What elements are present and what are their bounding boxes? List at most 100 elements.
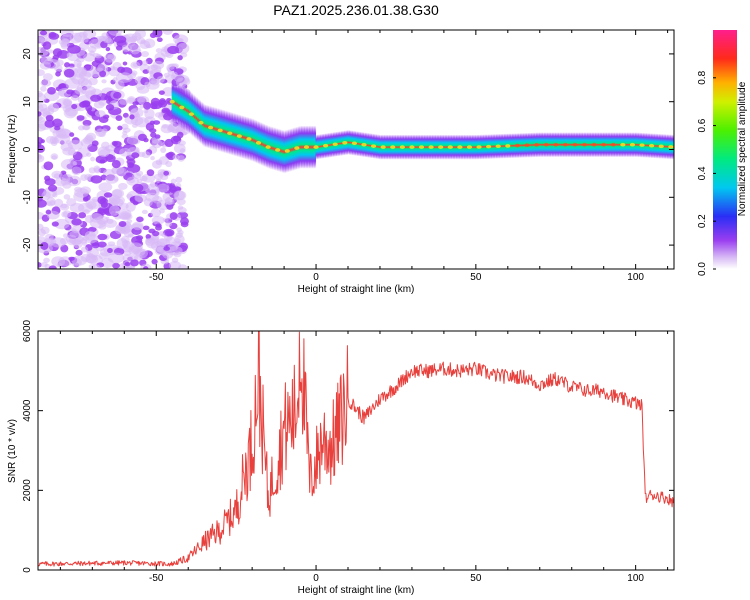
spectrogram-x-tick-label-3: 100 xyxy=(627,272,644,283)
colorbar: 0.0 0.2 0.4 0.6 0.8 Normalized spectral ampl… xyxy=(697,30,748,276)
noise-blob xyxy=(82,119,92,127)
spectrogram-y-label: Frequency (Hz) xyxy=(7,115,18,184)
noise-blob xyxy=(165,160,173,168)
noise-blob xyxy=(97,233,108,241)
noise-blob xyxy=(165,236,175,244)
noise-blob xyxy=(98,99,107,106)
ridge-segment xyxy=(376,134,379,160)
noise-blob xyxy=(107,241,116,247)
noise-blob xyxy=(124,115,139,125)
noise-blob xyxy=(137,151,146,158)
noise-blob xyxy=(61,211,69,218)
ridge-peak xyxy=(342,141,348,145)
ridge-segment xyxy=(559,132,563,158)
ridge-peak xyxy=(255,141,262,145)
ridge-peak xyxy=(505,144,511,148)
ridge-segment xyxy=(395,134,398,160)
noise-blob xyxy=(81,85,97,96)
noise-blob xyxy=(99,70,107,78)
ridge-segment xyxy=(644,132,647,158)
noise-blob xyxy=(134,194,147,203)
ridge-segment xyxy=(347,129,350,155)
noise-blob xyxy=(174,190,187,201)
noise-blob xyxy=(90,175,103,184)
spectrogram-y-tick-label-0: -20 xyxy=(22,237,33,252)
noise-blob xyxy=(47,87,56,95)
ridge-peak xyxy=(553,142,559,147)
ridge-segment xyxy=(596,132,599,158)
ridge-segment xyxy=(500,133,504,159)
noise-blob xyxy=(122,127,131,133)
noise-blob xyxy=(156,37,163,43)
ridge-peak xyxy=(275,148,281,152)
noise-blob xyxy=(111,159,121,169)
ridge-segment xyxy=(337,131,341,157)
spectrogram-panel: -50 0 50 100 -20 -10 0 10 20 Height of straight… xyxy=(7,29,675,295)
noise-blob xyxy=(82,36,89,43)
ridge-segment xyxy=(281,129,285,173)
noise-blob xyxy=(162,217,169,222)
ridge-peak xyxy=(351,141,358,146)
ridge-segment xyxy=(360,131,363,157)
ridge-segment xyxy=(233,113,237,157)
ridge-segment xyxy=(558,132,561,158)
ridge-segment xyxy=(174,82,178,126)
noise-blob xyxy=(40,55,53,65)
ridge-peak xyxy=(236,134,242,138)
ridge-segment xyxy=(280,129,283,173)
noise-blob xyxy=(42,73,53,81)
noise-blob xyxy=(126,219,133,224)
noise-blob xyxy=(176,227,182,233)
ridge-peak xyxy=(179,105,185,110)
ridge-peak xyxy=(399,145,405,149)
ridge-segment xyxy=(577,132,580,158)
noise-blob xyxy=(43,257,50,263)
ridge-segment xyxy=(657,133,660,159)
noise-blob xyxy=(42,107,55,116)
noise-blob xyxy=(38,228,46,237)
ridge-peak xyxy=(562,142,568,147)
noise-blob xyxy=(83,52,96,62)
noise-blob xyxy=(134,113,141,118)
noise-blob xyxy=(150,208,162,218)
noise-blob xyxy=(154,134,161,139)
noise-blob xyxy=(124,265,131,269)
ridge-segment xyxy=(452,134,456,160)
ridge-segment xyxy=(184,87,187,131)
ridge-segment xyxy=(289,128,293,172)
noise-blob xyxy=(66,51,81,62)
noise-blob xyxy=(154,112,163,118)
ridge-segment xyxy=(358,131,361,157)
ridge-segment xyxy=(379,134,382,160)
noise-blob xyxy=(69,32,82,44)
noise-blob xyxy=(125,201,136,212)
ridge-peak xyxy=(543,142,549,147)
noise-blob xyxy=(131,123,138,128)
noise-blob xyxy=(114,35,127,44)
spectrogram-noise-region xyxy=(38,30,191,269)
ridge-segment xyxy=(321,133,325,159)
ridge-peak xyxy=(601,142,607,147)
ridge-peak xyxy=(313,145,319,149)
spectrogram-x-tick-label-1: 0 xyxy=(313,272,319,283)
noise-blob xyxy=(115,45,123,51)
snr-y-tick-label-0: 0 xyxy=(22,567,33,573)
noise-blob xyxy=(175,176,183,183)
noise-blob xyxy=(172,154,180,160)
ridge-segment xyxy=(254,119,257,163)
ridge-peak xyxy=(447,145,453,149)
noise-blob xyxy=(94,167,101,174)
spectrogram-x-tick-label-0: -50 xyxy=(149,272,164,283)
ridge-peak xyxy=(495,144,501,149)
snr-y-tick-label-2: 4000 xyxy=(22,399,33,422)
noise-blob xyxy=(154,173,164,180)
noise-blob xyxy=(162,87,175,97)
noise-blob xyxy=(38,223,44,231)
ridge-segment xyxy=(245,116,248,160)
ridge-peak xyxy=(476,145,482,149)
noise-blob xyxy=(66,89,75,95)
snr-x-tick-label-2: 50 xyxy=(470,573,482,584)
ridge-segment xyxy=(369,133,372,159)
noise-blob xyxy=(144,183,161,195)
